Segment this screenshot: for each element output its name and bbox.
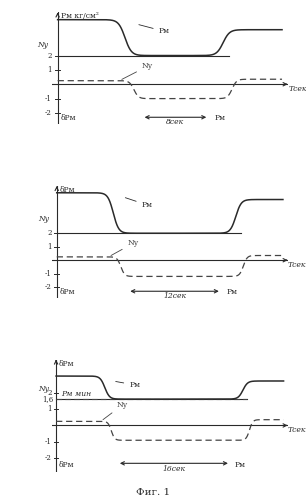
Text: Фиг. 1: Фиг. 1 — [136, 488, 170, 497]
Text: Nу: Nу — [38, 216, 49, 224]
Text: -2: -2 — [45, 109, 52, 117]
Text: -2: -2 — [45, 455, 52, 463]
Text: 16сек: 16сек — [162, 465, 185, 473]
Text: Рм кг/см²: Рм кг/см² — [61, 12, 99, 20]
Text: 2: 2 — [47, 229, 52, 237]
Text: 1: 1 — [47, 405, 52, 413]
Text: Nу: Nу — [122, 62, 153, 79]
Text: δРм: δРм — [58, 360, 74, 368]
Text: Рм: Рм — [116, 381, 140, 389]
Text: δРм: δРм — [61, 114, 76, 122]
Text: Рм мин: Рм мин — [61, 390, 91, 398]
Text: 2: 2 — [47, 389, 52, 397]
Text: Рм: Рм — [125, 198, 153, 209]
Text: Тсек: Тсек — [288, 261, 306, 269]
Text: -2: -2 — [45, 283, 52, 291]
Text: -1: -1 — [45, 270, 52, 278]
Text: Тсек: Тсек — [288, 426, 306, 434]
Text: Nу: Nу — [111, 240, 139, 255]
Text: 8сек: 8сек — [166, 118, 185, 126]
Text: Nу: Nу — [103, 401, 128, 420]
Text: δРм: δРм — [58, 461, 74, 469]
Text: 1: 1 — [47, 243, 52, 250]
Text: δРм: δРм — [60, 186, 75, 194]
Text: Тсек: Тсек — [288, 85, 306, 93]
Text: 2: 2 — [47, 51, 52, 59]
Text: -1: -1 — [45, 438, 52, 446]
Text: 1,6: 1,6 — [43, 395, 54, 403]
Text: Рм: Рм — [139, 24, 170, 35]
Text: 1: 1 — [47, 66, 52, 74]
Text: Рм: Рм — [226, 288, 237, 296]
Text: Рм: Рм — [235, 461, 246, 469]
Text: -1: -1 — [45, 95, 52, 103]
Text: Рм: Рм — [215, 114, 226, 122]
Text: 12сек: 12сек — [163, 292, 186, 300]
Text: δРм: δРм — [60, 288, 75, 296]
Text: Nу: Nу — [38, 41, 49, 49]
Text: Nу: Nу — [39, 385, 50, 393]
